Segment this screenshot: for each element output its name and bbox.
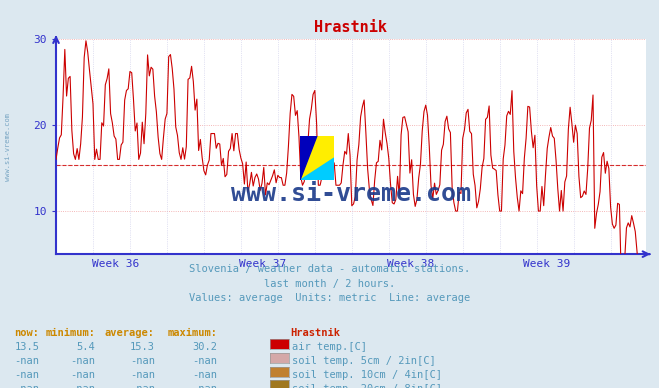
Text: 15.3: 15.3 [130,342,155,352]
Text: air temp.[C]: air temp.[C] [292,342,367,352]
Text: -nan: -nan [14,384,40,388]
Text: www.si-vreme.com: www.si-vreme.com [231,182,471,206]
Text: last month / 2 hours.: last month / 2 hours. [264,279,395,289]
Text: 13.5: 13.5 [14,342,40,352]
Text: -nan: -nan [130,384,155,388]
Text: -nan: -nan [71,370,96,380]
Polygon shape [300,136,317,180]
Title: Hrastnik: Hrastnik [314,20,387,35]
Text: average:: average: [105,328,155,338]
Text: -nan: -nan [14,356,40,366]
Text: Slovenia / weather data - automatic stations.: Slovenia / weather data - automatic stat… [189,264,470,274]
Text: -nan: -nan [71,356,96,366]
Text: -nan: -nan [14,370,40,380]
Text: 5.4: 5.4 [77,342,96,352]
Text: now:: now: [14,328,40,338]
Text: maximum:: maximum: [167,328,217,338]
Text: -nan: -nan [192,384,217,388]
Polygon shape [300,158,334,180]
Text: 30.2: 30.2 [192,342,217,352]
Text: Values: average  Units: metric  Line: average: Values: average Units: metric Line: aver… [189,293,470,303]
Text: Hrastnik: Hrastnik [290,328,340,338]
Text: -nan: -nan [130,356,155,366]
Text: soil temp. 20cm / 8in[C]: soil temp. 20cm / 8in[C] [292,384,442,388]
Text: minimum:: minimum: [45,328,96,338]
Polygon shape [300,136,334,180]
Text: -nan: -nan [130,370,155,380]
Text: -nan: -nan [192,356,217,366]
Text: soil temp. 5cm / 2in[C]: soil temp. 5cm / 2in[C] [292,356,436,366]
Text: soil temp. 10cm / 4in[C]: soil temp. 10cm / 4in[C] [292,370,442,380]
Text: -nan: -nan [192,370,217,380]
Text: www.si-vreme.com: www.si-vreme.com [5,113,11,182]
Text: -nan: -nan [71,384,96,388]
